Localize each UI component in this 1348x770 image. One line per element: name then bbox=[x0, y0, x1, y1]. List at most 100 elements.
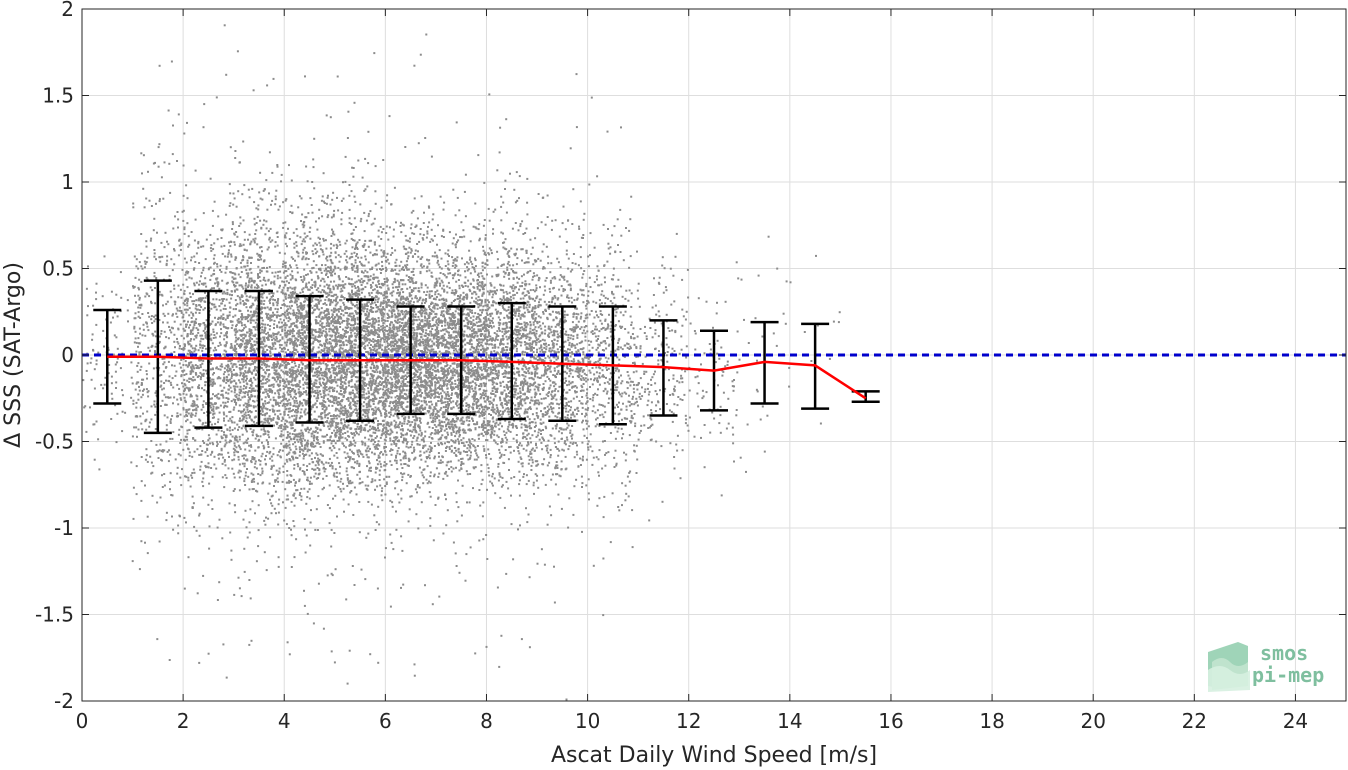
scatter-point bbox=[244, 371, 247, 374]
scatter-point bbox=[306, 478, 308, 481]
scatter-point bbox=[330, 418, 333, 421]
scatter-point bbox=[246, 276, 249, 279]
scatter-point bbox=[151, 494, 154, 497]
scatter-point bbox=[261, 423, 264, 426]
scatter-point bbox=[231, 429, 234, 431]
scatter-point bbox=[326, 378, 329, 381]
scatter-point bbox=[229, 192, 232, 195]
scatter-point bbox=[268, 266, 271, 268]
scatter-point bbox=[295, 489, 298, 492]
scatter-point bbox=[262, 402, 264, 405]
scatter-point bbox=[251, 345, 254, 348]
scatter-point bbox=[286, 305, 289, 308]
scatter-point bbox=[204, 334, 207, 337]
scatter-point bbox=[163, 484, 166, 487]
scatter-point bbox=[158, 335, 161, 338]
scatter-point bbox=[241, 314, 244, 317]
scatter-point bbox=[364, 484, 367, 487]
scatter-point bbox=[282, 387, 285, 390]
scatter-point bbox=[156, 638, 159, 641]
scatter-point bbox=[259, 343, 262, 346]
scatter-point bbox=[233, 354, 236, 356]
scatter-point bbox=[216, 443, 219, 446]
scatter-point bbox=[300, 339, 303, 342]
scatter-point bbox=[298, 329, 301, 332]
scatter-point bbox=[279, 379, 282, 382]
scatter-point bbox=[159, 385, 162, 388]
scatter-point bbox=[138, 261, 141, 264]
scatter-point bbox=[245, 417, 248, 420]
scatter-point bbox=[310, 458, 313, 461]
scatter-point bbox=[303, 589, 305, 592]
scatter-point bbox=[264, 418, 267, 421]
scatter-point bbox=[137, 393, 140, 396]
scatter-point bbox=[292, 443, 295, 446]
scatter-point bbox=[222, 373, 225, 376]
scatter-point bbox=[205, 319, 208, 322]
scatter-point bbox=[228, 369, 230, 372]
scatter-point bbox=[272, 410, 274, 413]
scatter-point bbox=[248, 449, 251, 452]
scatter-point bbox=[278, 340, 280, 343]
scatter-point bbox=[133, 341, 136, 344]
scatter-point bbox=[294, 410, 296, 413]
scatter-point bbox=[269, 314, 272, 317]
scatter-point bbox=[326, 292, 329, 295]
scatter-point bbox=[235, 354, 238, 357]
scatter-point bbox=[291, 270, 294, 273]
scatter-point bbox=[327, 270, 330, 273]
scatter-point bbox=[303, 447, 306, 450]
scatter-point bbox=[153, 217, 156, 220]
scatter-point bbox=[245, 339, 248, 342]
scatter-point bbox=[115, 441, 118, 444]
scatter-point bbox=[191, 369, 194, 372]
scatter-point bbox=[326, 334, 329, 337]
scatter-point bbox=[235, 382, 237, 385]
scatter-point bbox=[214, 305, 217, 308]
scatter-point bbox=[243, 302, 246, 305]
scatter-point bbox=[169, 437, 172, 440]
scatter-point bbox=[222, 318, 225, 320]
scatter-point bbox=[324, 416, 327, 419]
scatter-point bbox=[282, 501, 284, 504]
scatter-point bbox=[229, 240, 232, 243]
scatter-point bbox=[309, 293, 312, 296]
scatter-point bbox=[299, 337, 302, 339]
scatter-point bbox=[318, 473, 320, 476]
scatter-point bbox=[303, 391, 306, 394]
scatter-point bbox=[212, 428, 215, 431]
scatter-point bbox=[324, 368, 327, 371]
scatter-point bbox=[332, 244, 335, 247]
scatter-point bbox=[322, 200, 325, 203]
scatter-point bbox=[323, 285, 326, 288]
scatter-point bbox=[248, 328, 251, 331]
scatter-point bbox=[220, 435, 223, 438]
scatter-point bbox=[256, 304, 259, 307]
scatter-point bbox=[233, 391, 236, 394]
scatter-point bbox=[319, 428, 322, 431]
scatter-point bbox=[226, 428, 229, 431]
scatter-point bbox=[284, 295, 287, 298]
scatter-point bbox=[286, 403, 289, 406]
scatter-point bbox=[281, 378, 284, 381]
scatter-point bbox=[266, 402, 269, 404]
scatter-point bbox=[140, 540, 143, 543]
scatter-point bbox=[205, 402, 208, 405]
scatter-point bbox=[284, 311, 286, 314]
scatter-point bbox=[324, 384, 326, 387]
scatter-point bbox=[332, 372, 335, 374]
scatter-point bbox=[274, 392, 277, 395]
scatter-point bbox=[222, 643, 225, 646]
scatter-point bbox=[199, 300, 202, 303]
scatter-point bbox=[300, 408, 303, 411]
scatter-point bbox=[242, 255, 244, 258]
scatter-point bbox=[229, 369, 232, 371]
scatter-point bbox=[319, 291, 322, 294]
scatter-point bbox=[233, 458, 236, 461]
scatter-point bbox=[269, 398, 272, 401]
scatter-point bbox=[247, 475, 250, 478]
scatter-point bbox=[371, 345, 374, 348]
scatter-point bbox=[325, 475, 328, 477]
scatter-point bbox=[186, 443, 189, 446]
scatter-point bbox=[375, 379, 377, 382]
